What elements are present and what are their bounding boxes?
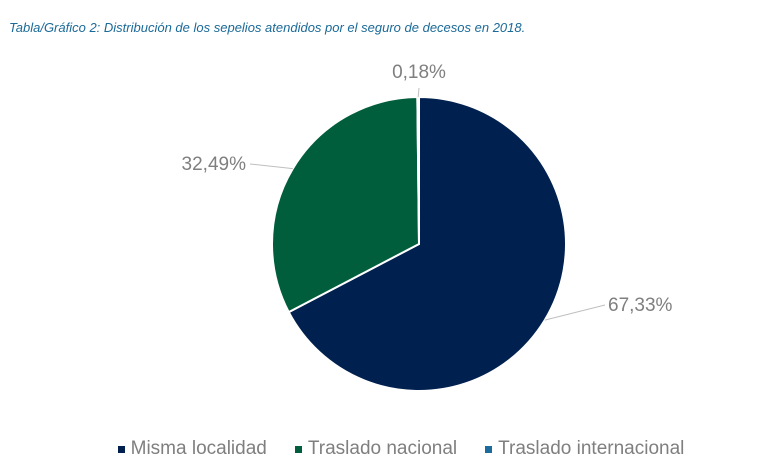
pie-slice-traslado-internacional [416, 95, 420, 245]
legend-label: Misma localidad [130, 438, 267, 459]
legend-swatch [117, 445, 125, 453]
data-label: 67,33% [608, 295, 673, 316]
data-label: 32,49% [182, 154, 247, 175]
legend-item: Traslado internacional [485, 438, 684, 460]
chart-title: Tabla/Gráfico 2: Distribución de los sep… [9, 20, 526, 35]
legend-item: Traslado nacional [294, 438, 458, 460]
leader-line [417, 87, 420, 98]
leader-line [544, 304, 606, 321]
pie-slice-misma-localidad [287, 95, 567, 392]
legend-label: Traslado nacional [307, 438, 458, 459]
data-label: 0,18% [392, 62, 446, 83]
legend-item: Misma localidad [117, 438, 267, 460]
legend: Misma localidad Traslado nacional Traslado… [0, 438, 772, 460]
legend-swatch [294, 445, 302, 453]
legend-swatch [485, 445, 493, 453]
leader-line [249, 163, 293, 170]
legend-label: Traslado internacional [498, 438, 685, 459]
